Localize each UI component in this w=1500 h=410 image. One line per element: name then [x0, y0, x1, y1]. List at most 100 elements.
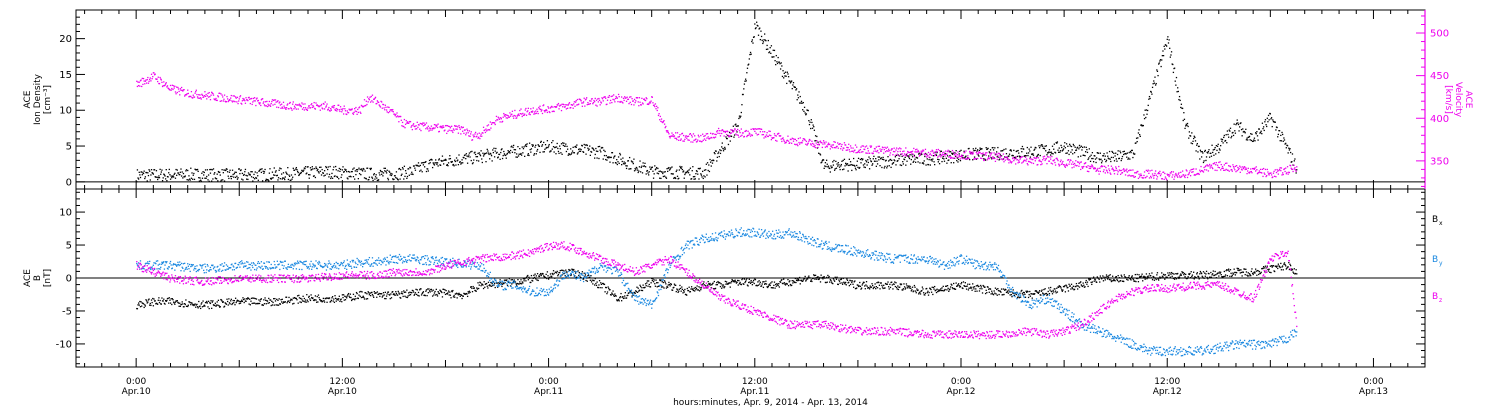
data-point	[1084, 155, 1086, 157]
data-point	[402, 168, 404, 170]
data-point	[547, 275, 549, 277]
data-point	[204, 95, 207, 98]
data-point	[600, 101, 602, 103]
data-point	[349, 293, 352, 295]
data-point	[1163, 45, 1165, 48]
data-point	[148, 298, 150, 300]
data-point	[383, 294, 385, 296]
data-point	[573, 268, 575, 271]
data-point	[1046, 163, 1048, 165]
data-point	[518, 283, 520, 285]
data-point	[275, 101, 277, 103]
data-point	[1110, 165, 1113, 167]
data-point	[1112, 168, 1114, 171]
data-point	[1127, 157, 1130, 159]
data-point	[232, 173, 234, 176]
data-point	[746, 134, 749, 137]
data-point	[964, 158, 966, 160]
data-point	[949, 157, 952, 159]
data-point	[370, 95, 372, 98]
data-point	[1224, 139, 1227, 142]
data-point	[905, 155, 908, 157]
data-point	[497, 119, 499, 121]
data-point	[1216, 149, 1218, 152]
data-point	[494, 150, 496, 152]
data-point	[765, 136, 767, 138]
data-point	[894, 154, 897, 156]
data-point	[1050, 158, 1052, 160]
data-point	[631, 98, 633, 100]
data-point	[206, 175, 208, 178]
data-point	[798, 141, 800, 144]
data-point	[881, 158, 884, 160]
data-point	[1295, 170, 1297, 172]
data-point	[152, 75, 154, 78]
data-point	[519, 147, 521, 150]
data-point	[1265, 124, 1267, 126]
data-point	[1027, 164, 1029, 166]
data-point	[406, 122, 408, 124]
data-point	[200, 303, 202, 305]
data-point	[163, 298, 165, 300]
data-point	[1160, 65, 1162, 68]
data-point	[500, 149, 503, 151]
data-point	[1067, 158, 1070, 161]
data-point	[1268, 119, 1270, 121]
data-point	[667, 131, 669, 133]
data-point	[1089, 167, 1092, 170]
data-point	[1072, 161, 1074, 163]
data-point	[796, 99, 798, 101]
data-point	[1005, 148, 1007, 150]
data-point	[1021, 145, 1024, 148]
data-point	[872, 152, 874, 154]
data-point	[552, 270, 555, 272]
data-point	[1291, 168, 1294, 171]
data-point	[1166, 179, 1168, 181]
data-point	[271, 99, 274, 101]
data-point	[543, 104, 545, 106]
data-point	[306, 172, 308, 174]
data-point	[258, 302, 261, 305]
data-point	[260, 99, 263, 101]
data-point	[574, 105, 576, 107]
data-point	[177, 86, 179, 89]
data-point	[1245, 139, 1248, 141]
data-point	[277, 299, 279, 302]
data-point	[1164, 176, 1167, 178]
data-point	[738, 115, 741, 117]
data-point	[613, 99, 615, 101]
data-point	[198, 97, 201, 99]
data-point	[141, 305, 143, 307]
data-point	[464, 129, 466, 131]
data-point	[295, 166, 298, 169]
data-point	[398, 293, 401, 295]
data-point	[714, 133, 716, 135]
data-point	[1113, 152, 1115, 155]
data-point	[225, 169, 227, 172]
data-point	[750, 128, 752, 131]
data-point	[264, 297, 266, 299]
data-point	[846, 163, 849, 165]
data-point	[209, 95, 211, 98]
data-point	[1061, 146, 1063, 149]
data-point	[620, 158, 622, 160]
data-point	[278, 102, 280, 104]
data-point	[588, 103, 590, 105]
data-point	[600, 102, 603, 104]
data-point	[437, 123, 439, 125]
data-point	[936, 151, 938, 154]
data-point	[904, 154, 906, 156]
data-point	[613, 94, 615, 96]
data-point	[1216, 169, 1218, 172]
data-point	[1154, 172, 1156, 175]
data-point	[366, 167, 369, 169]
data-point	[557, 147, 559, 150]
data-point	[1259, 168, 1262, 171]
data-point	[574, 145, 577, 148]
data-point	[447, 125, 450, 127]
data-point	[339, 170, 341, 172]
data-point	[469, 291, 471, 294]
data-point	[1128, 174, 1130, 176]
data-point	[1222, 167, 1224, 169]
data-point	[738, 136, 740, 138]
